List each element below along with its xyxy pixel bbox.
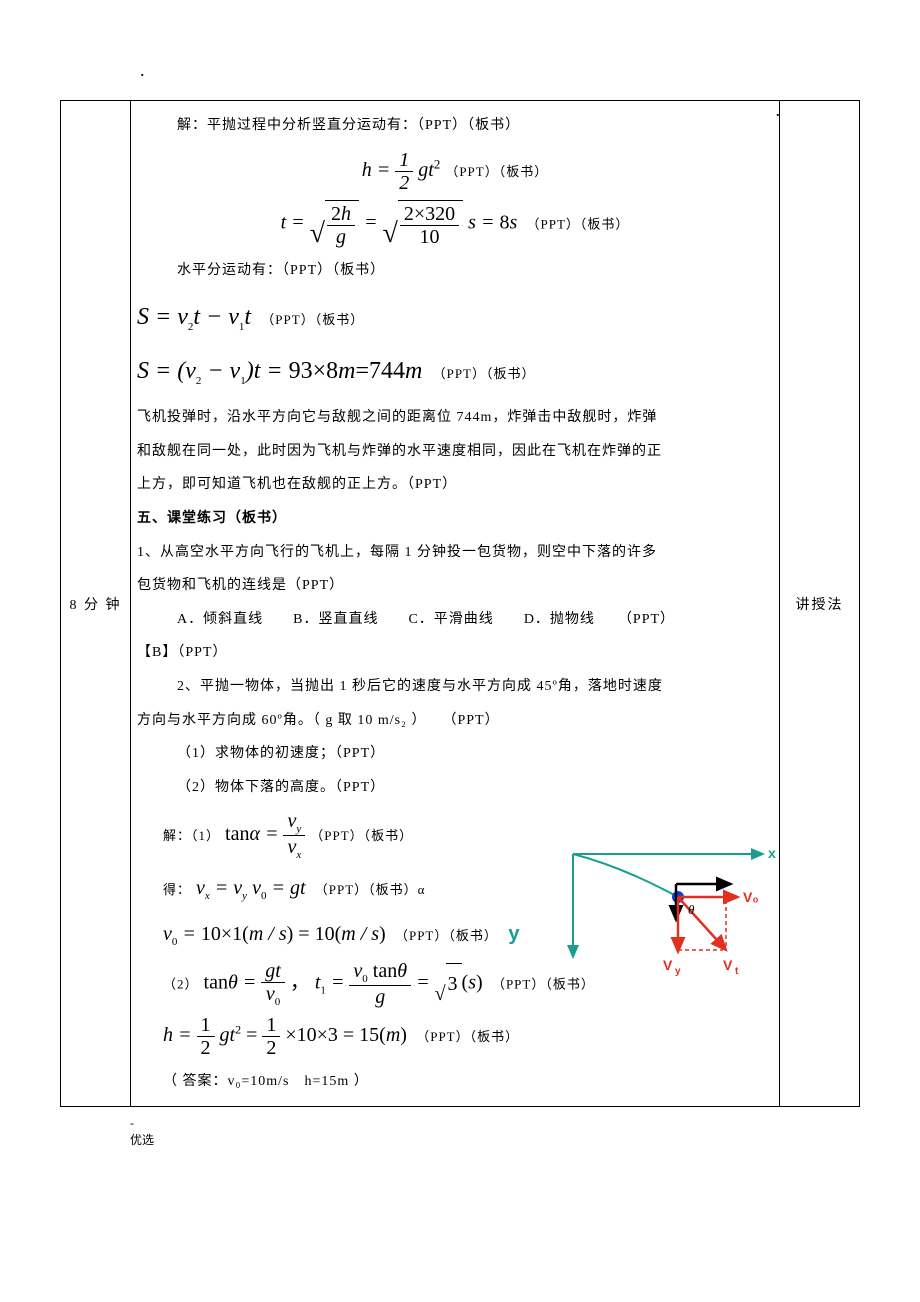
line-explain-3: 上方，即可知道飞机也在敌舰的正上方。（PPT） [137, 468, 773, 502]
svg-text:V₀: V₀ [743, 889, 759, 905]
footer: - 优选 [130, 1115, 860, 1149]
svg-text:θ: θ [688, 902, 695, 917]
line-intro: 解：平抛过程中分析竖直分运动有：（PPT）（板书） [137, 109, 773, 143]
formula-t: t = √2hg = √2×32010 s = 8s （PPT）（板书） [137, 200, 773, 248]
q2-sub1: （1）求物体的初速度；（PPT） [137, 737, 773, 771]
header-dot-right: . [776, 100, 781, 121]
svg-text:V: V [723, 957, 733, 973]
section-title: 五、课堂练习（板书） [137, 502, 773, 536]
velocity-diagram: x V₀ V y V t θ [563, 842, 783, 1002]
line-horiz: 水平分运动有：（PPT）（板书） [137, 254, 773, 288]
q1-answer: 【B】（PPT） [137, 636, 773, 670]
line-explain-1: 飞机投弹时，沿水平方向它与敌舰之间的距离位 744m，炸弹击中敌舰时，炸弹 [137, 401, 773, 435]
q1-line1: 1、从高空水平方向飞行的飞机上，每隔 1 分钟投一包货物，则空中下落的许多 [137, 536, 773, 570]
svg-text:x: x [768, 845, 776, 861]
method-cell: 讲授法 [780, 101, 860, 1107]
line-explain-2: 和敌舰在同一处，此时因为飞机与炸弹的水平速度相同，因此在飞机在炸弹的正 [137, 435, 773, 469]
q2-line2: 方向与水平方向成 60º角。（ g 取 10 m/s₂ ） （PPT） [137, 704, 773, 738]
q2-sub2: （2）物体下落的高度。（PPT） [137, 771, 773, 805]
formula-s1: S = v2t − v1t （PPT）（板书） [137, 293, 773, 341]
svg-text:y: y [675, 966, 681, 977]
formula-s2: S = (v2 − v1)t = 93×8m=744m （PPT）（板书） [137, 347, 773, 395]
formula-h: h = 12 gt2 （PPT）（板书） [137, 149, 773, 194]
q1-options: A．倾斜直线 B．竖直直线 C．平滑曲线 D．抛物线 （PPT） [137, 603, 773, 637]
time-cell: 8 分 钟 [61, 101, 131, 1107]
lesson-table: 8 分 钟 解：平抛过程中分析竖直分运动有：（PPT）（板书） h = 12 g… [60, 100, 860, 1107]
q2-line1: 2、平抛一物体，当抛出 1 秒后它的速度与水平方向成 45º角，落地时速度 [137, 670, 773, 704]
svg-text:V: V [663, 957, 673, 973]
content-cell: 解：平抛过程中分析竖直分运动有：（PPT）（板书） h = 12 gt2 （PP… [131, 101, 780, 1107]
formula-h2: h = 12 gt2 = 12 ×10×3 = 15(m) （PPT）（板书） [137, 1014, 773, 1059]
header-dot-left: . [140, 60, 145, 81]
q1-line2: 包货物和飞机的连线是（PPT） [137, 569, 773, 603]
svg-text:t: t [735, 966, 739, 977]
q2-answer: （ 答案：v₀=10m/s h=15m ） [137, 1065, 773, 1099]
